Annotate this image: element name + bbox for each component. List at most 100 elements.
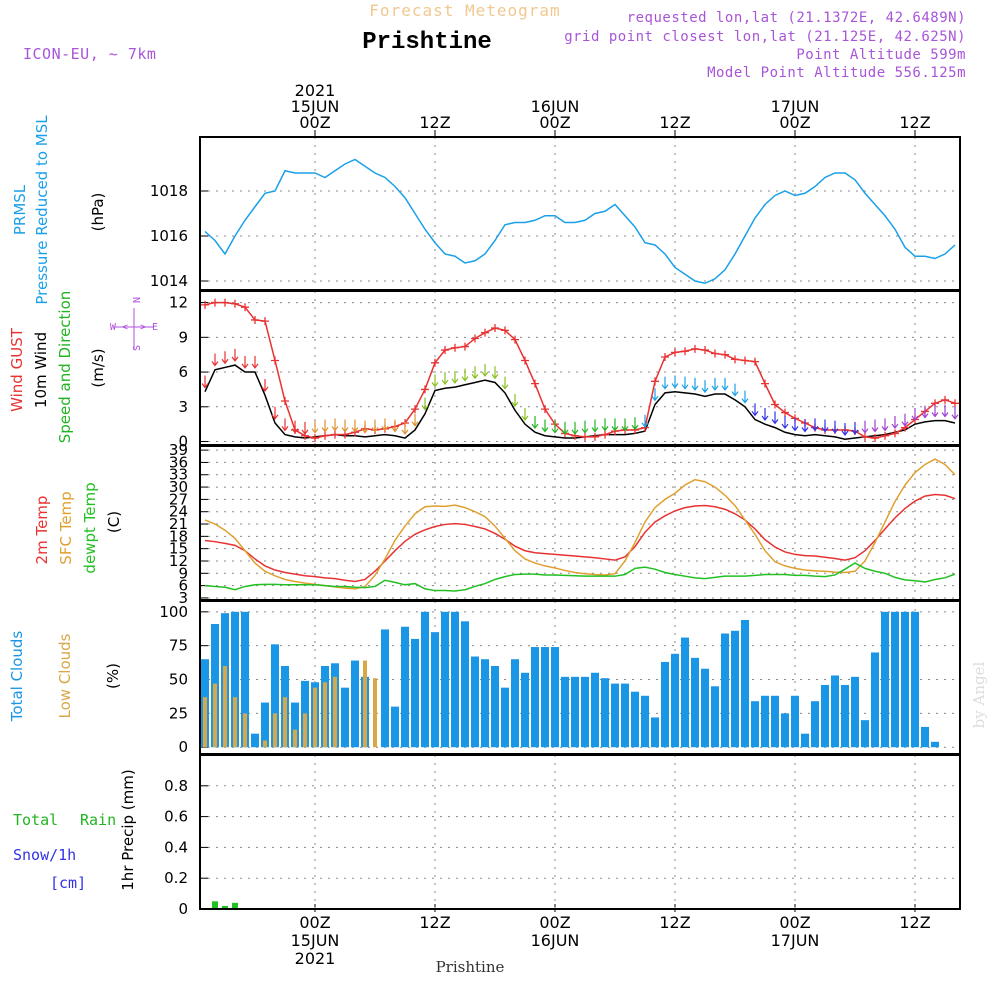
y-tick-label: 0.2	[164, 869, 188, 887]
compass-n: N	[132, 297, 143, 303]
total-cloud-bar	[441, 611, 449, 748]
total-cloud-bar	[831, 675, 839, 748]
total-cloud-bar	[791, 695, 799, 748]
total-cloud-bar	[551, 647, 559, 748]
y-tick-label: 21	[169, 515, 188, 533]
y-tick-label: 3	[178, 398, 188, 416]
total-cloud-bar	[481, 659, 489, 748]
wind-arrow	[431, 374, 439, 388]
wind-arrow	[951, 406, 959, 420]
pressure-label: Pressure Reduced to MSL	[33, 115, 51, 305]
gust-point	[431, 358, 439, 367]
y-tick-label: 15	[169, 540, 188, 558]
watermark: by Angel	[970, 661, 988, 728]
gust-point	[521, 356, 529, 365]
low-cloud-bar	[273, 713, 277, 748]
wind-arrow	[451, 370, 459, 384]
total-cloud-bar	[731, 630, 739, 748]
wind-arrow	[441, 372, 449, 386]
total-cloud-bar	[571, 676, 579, 748]
total-cloud-bar	[581, 676, 589, 748]
wind-arrow	[611, 418, 619, 432]
sfc-temp-line	[204, 458, 956, 590]
side-labels: PRMSL Pressure Reduced to MSL (hPa) Wind…	[8, 115, 158, 892]
total-cloud-bar	[801, 733, 809, 748]
gust-point	[671, 348, 679, 357]
time-label: 00Z	[299, 913, 330, 932]
model-label: ICON-EU, ~ 7km	[23, 45, 156, 63]
total-cloud-bar	[771, 695, 779, 748]
gust-point	[661, 353, 669, 361]
wind-arrow	[361, 420, 369, 434]
wind-arrow	[491, 366, 499, 380]
time-label: 12Z	[899, 113, 930, 132]
total-cloud-bar	[891, 611, 899, 748]
wind-arrow	[811, 418, 819, 432]
gust-point	[241, 303, 249, 312]
total-cloud-bar	[251, 733, 259, 748]
total-cloud-bar	[681, 637, 689, 748]
wind-arrow	[481, 363, 489, 377]
total-cloud-bar	[931, 741, 939, 748]
low-cloud-bar	[243, 713, 247, 748]
low-cloud-bar	[263, 740, 267, 748]
wind-arrow	[281, 418, 289, 432]
wind-arrow	[531, 416, 539, 430]
y-tick-label: 1014	[150, 272, 188, 290]
gust-point	[731, 355, 739, 364]
footer-location: Prishtine	[436, 958, 505, 976]
wind-arrow	[931, 404, 939, 418]
total-cloud-bar	[661, 661, 669, 748]
time-label: 12Z	[659, 913, 690, 932]
low-cloud-bar	[303, 713, 307, 748]
low-cloud-bar	[323, 682, 327, 748]
wind-arrow	[581, 420, 589, 434]
wind-arrow	[291, 420, 299, 434]
total-cloud-bar	[821, 684, 829, 748]
wind10m-label: 10m Wind	[32, 332, 50, 408]
low-cloud-bar	[233, 697, 237, 748]
gust-point	[231, 299, 239, 308]
gust-point	[261, 317, 269, 326]
total-cloud-bar	[631, 691, 639, 748]
gust-point	[541, 405, 549, 414]
total-cloud-bar	[811, 701, 819, 748]
wind-arrow	[791, 418, 799, 432]
wind-arrow	[721, 377, 729, 391]
gust-point	[701, 346, 709, 355]
total-cloud-bar	[521, 672, 529, 748]
gust-point	[441, 346, 449, 355]
gust-point	[951, 399, 959, 408]
total-cloud-bar	[741, 619, 749, 748]
total-cloud-bar	[611, 683, 619, 748]
y-tick-label: 33	[169, 466, 188, 484]
wind-arrow	[641, 414, 649, 428]
hpa-label: (hPa)	[89, 193, 107, 232]
point-altitude: Point Altitude 599m	[796, 47, 966, 63]
wind-arrow	[631, 417, 639, 431]
wind-arrow	[821, 419, 829, 433]
y-tick-label: 1016	[150, 227, 188, 245]
wind-arrow	[311, 420, 319, 434]
wind-arrow	[331, 418, 339, 432]
sfc-temp-label: SFC Temp	[57, 491, 75, 564]
total-cloud-bar	[231, 611, 239, 748]
header: Forecast Meteogram Prishtine ICON-EU, ~ …	[23, 1, 966, 81]
time-label: 2021	[295, 949, 336, 968]
gust-point	[741, 356, 749, 365]
gust-point	[331, 430, 339, 439]
total-cloud-bar	[471, 656, 479, 748]
low-clouds-label: Low Clouds	[56, 633, 74, 718]
y-tick-label: 0.4	[164, 838, 188, 856]
compass-s: S	[132, 345, 143, 351]
gust-point	[861, 432, 869, 441]
wind-arrow	[271, 406, 279, 420]
gust-point	[461, 342, 469, 351]
wind-arrow	[741, 390, 749, 404]
model-altitude: Model Point Altitude 556.125m	[707, 65, 966, 81]
temp2m-label: 2m Temp	[33, 496, 51, 565]
compass-icon	[114, 308, 154, 350]
total-cloud-bar	[751, 701, 759, 748]
snow-label: Snow/1h	[13, 846, 76, 864]
total-cloud-bar	[591, 672, 599, 748]
